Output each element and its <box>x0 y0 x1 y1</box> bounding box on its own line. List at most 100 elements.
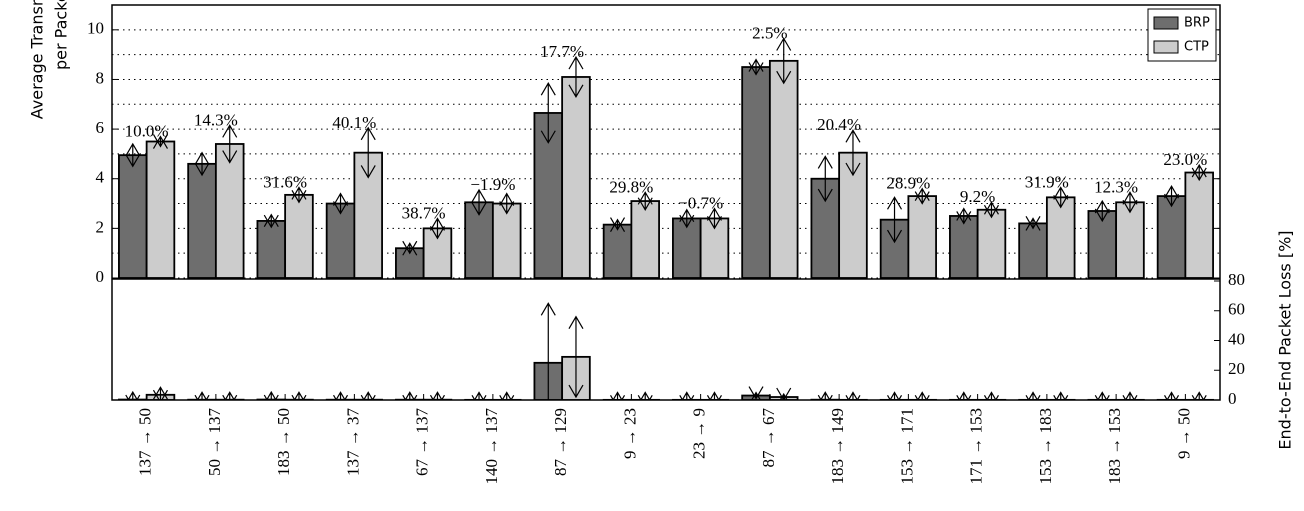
error-bar-line <box>540 302 556 400</box>
bar <box>741 66 771 279</box>
bar <box>1184 171 1214 279</box>
x-tick-label: 137 → 50 <box>136 408 155 476</box>
error-bar-line <box>914 187 930 205</box>
legend-label: CTP <box>1184 40 1209 55</box>
x-tick-label: 67 → 137 <box>413 408 432 477</box>
bar <box>1045 196 1076 279</box>
error-bar <box>568 315 584 399</box>
error-bar-line <box>679 208 695 229</box>
error-bar-line <box>983 201 999 219</box>
annotation: 40.1% <box>332 113 376 132</box>
error-bar-line <box>1094 199 1110 223</box>
error-bar <box>956 207 972 225</box>
error-bar <box>748 58 764 76</box>
annotation: 23.0% <box>1163 150 1207 169</box>
error-bar <box>125 142 141 168</box>
y-tick-label: 10 <box>87 19 104 38</box>
annotation: 31.6% <box>263 172 307 191</box>
y-tick-label: 80 <box>1228 270 1245 289</box>
bar <box>1156 195 1187 279</box>
error-bar-line <box>776 387 792 400</box>
error-bar <box>152 134 168 149</box>
x-tick-label: 153 → 171 <box>897 408 916 485</box>
x-tick-label: 23 → 9 <box>690 408 709 459</box>
error-bar-line <box>360 126 376 179</box>
error-bar <box>540 81 556 144</box>
error-bar-line <box>125 142 141 168</box>
error-bar <box>679 208 695 229</box>
bar <box>907 195 937 279</box>
error-bar-line <box>222 124 238 164</box>
error-bar-line <box>568 315 584 399</box>
bar <box>284 193 314 279</box>
annotation: 28.9% <box>886 174 930 193</box>
error-bar-line <box>402 240 418 256</box>
error-bar-line <box>499 192 515 215</box>
annotation: 10.0% <box>125 121 169 140</box>
error-bar-line <box>471 188 487 216</box>
error-bar <box>194 151 210 177</box>
error-bar <box>263 213 279 229</box>
bar <box>630 200 660 279</box>
error-bar-line <box>194 151 210 177</box>
bar <box>187 162 217 279</box>
error-bar <box>887 196 903 244</box>
bar <box>976 208 1007 279</box>
error-bar <box>983 201 999 219</box>
error-bar-line <box>956 207 972 225</box>
error-bar-line <box>610 217 626 232</box>
annotation: 31.9% <box>1025 172 1069 191</box>
legend-label: BRP <box>1184 16 1210 31</box>
annotation: 9.2% <box>960 187 995 206</box>
error-bar <box>845 129 861 177</box>
error-bar <box>776 37 792 85</box>
annotation: 38.7% <box>402 203 446 222</box>
annotation: 17.7% <box>540 42 584 61</box>
x-tick-label: 140 → 137 <box>482 408 501 485</box>
error-bar-line <box>1164 184 1180 208</box>
error-bar <box>706 207 722 230</box>
error-bar <box>1191 163 1207 182</box>
error-bar <box>540 302 556 400</box>
bar <box>602 223 633 279</box>
bar <box>325 202 356 279</box>
bar <box>118 154 148 279</box>
x-tick-label: 153 → 183 <box>1036 408 1055 485</box>
error-bar <box>568 55 584 99</box>
error-bar-line <box>887 196 903 244</box>
bar <box>768 59 799 279</box>
error-bar <box>402 240 418 256</box>
error-bar <box>333 192 349 215</box>
annotation: 12.3% <box>1094 177 1138 196</box>
y-tick-label: 6 <box>96 118 105 137</box>
y-tick-label: 0 <box>96 267 105 286</box>
error-bar <box>291 186 307 204</box>
error-bar-line <box>817 155 833 203</box>
x-tick-label: 183 → 153 <box>1105 408 1124 485</box>
y-tick-label: 40 <box>1228 329 1245 348</box>
annotation: −0.7% <box>678 193 723 212</box>
y-tick-label: 60 <box>1228 300 1245 319</box>
annotation: 14.3% <box>194 110 238 129</box>
plot-frame <box>111 4 1221 401</box>
error-bar-line <box>1191 163 1207 182</box>
y-axis-label: per Packet <box>52 0 71 70</box>
x-tick-label: 87 → 129 <box>551 408 570 476</box>
x-tick-label: 9 → 50 <box>1174 408 1193 459</box>
annotation: 29.8% <box>609 177 653 196</box>
error-bar <box>429 217 445 240</box>
bar <box>1115 201 1145 279</box>
x-tick-label: 50 → 137 <box>205 408 224 477</box>
bar <box>145 140 176 279</box>
legend-swatch <box>1153 16 1179 30</box>
error-bar <box>637 191 653 211</box>
y-tick-label: 20 <box>1228 359 1245 378</box>
bar <box>561 76 591 279</box>
error-bar <box>471 188 487 216</box>
error-bar-line <box>706 207 722 230</box>
error-bar-line <box>1053 186 1069 209</box>
error-bar-line <box>263 213 279 229</box>
error-bar-line <box>568 55 584 99</box>
bar <box>949 215 979 279</box>
